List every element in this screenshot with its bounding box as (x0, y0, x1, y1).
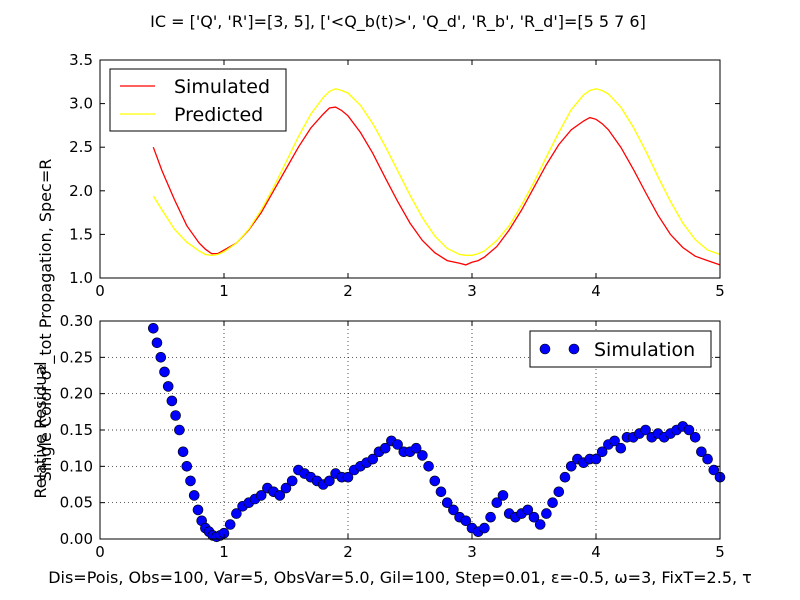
bottom-x-tick-label: 3 (467, 543, 477, 561)
top-x-tick-label: 3 (467, 282, 477, 300)
scatter-point (280, 482, 292, 494)
scatter-point (640, 424, 651, 436)
top-x-tick-label: 2 (343, 282, 353, 300)
footer-x-axis-label: Dis=Pois, Obs=100, Var=5, ObsVar=5.0, Gi… (48, 568, 752, 587)
scatter-point (188, 490, 200, 501)
scatter-point (324, 475, 335, 487)
scatter-point (410, 442, 422, 454)
scatter-point (596, 446, 608, 458)
bottom-x-tick-label: 1 (219, 543, 229, 561)
scatter-point (435, 486, 447, 498)
scatter-point (491, 497, 503, 509)
scatter-point (174, 424, 185, 436)
bottom-x-tick-label: 2 (343, 543, 353, 561)
legend-label-predicted: Predicted (174, 104, 263, 126)
bottom-y-tick-label: 0.30 (60, 312, 93, 330)
scatter-point (479, 522, 490, 534)
bottom-x-tick-label: 4 (591, 543, 601, 561)
scatter-point (553, 486, 565, 498)
bottom-y-tick-label: 0.20 (60, 385, 93, 403)
legend-label-simulated: Simulated (174, 76, 270, 98)
scatter-point (379, 442, 391, 454)
scatter-point (181, 460, 193, 472)
scatter-point (166, 395, 178, 407)
scatter-point (590, 453, 602, 465)
bottom-y-tick-label: 0.25 (60, 348, 93, 366)
scatter-point (417, 450, 428, 461)
top-y-tick-label: 2.0 (69, 182, 93, 200)
top-y-tick-label: 1.0 (69, 269, 93, 287)
scatter-point (159, 366, 170, 378)
bottom-x-tick-label: 5 (715, 543, 725, 561)
bottom-y-tick-label: 0.00 (60, 530, 93, 548)
bottom-scatter-chart: 0 1 2 3 4 5 0.00 0.05 0.10 0.15 0.20 0.25 0.30 Simul… (60, 312, 726, 561)
legend-label-simulation: Simulation (594, 339, 695, 361)
scatter-point (255, 490, 267, 501)
scatter-point (547, 497, 558, 509)
scatter-point (683, 424, 695, 436)
scatter-point (609, 435, 620, 447)
legend-marker-simulation-1 (539, 343, 551, 355)
scatter-point (497, 490, 509, 501)
scatter-point (559, 471, 571, 483)
bottom-y-tick-label: 0.05 (60, 494, 93, 512)
scatter-point (429, 475, 441, 487)
series-line-predicted (152, 88, 721, 256)
scatter-point (460, 515, 472, 527)
top-y-tick-label: 3.5 (69, 51, 93, 69)
top-x-tick-label: 5 (715, 282, 725, 300)
scatter-point (162, 381, 174, 392)
scatter-point (708, 464, 720, 476)
scatter-point (367, 453, 379, 465)
scatter-point (342, 471, 354, 483)
scatter-point (541, 508, 552, 519)
scatter-point (448, 504, 459, 516)
scatter-point (565, 460, 577, 472)
scatter-point (177, 446, 189, 458)
scatter-point (702, 453, 713, 465)
legend-marker-simulation-2 (568, 343, 580, 355)
scatter-point (441, 497, 453, 509)
scatter-point (192, 504, 204, 516)
scatter-point (224, 519, 236, 530)
scatter-point (151, 337, 163, 349)
scatter-point (148, 322, 159, 334)
top-y-tick-label: 2.5 (69, 138, 93, 156)
figure-title: IC = ['Q', 'R']=[3, 5], ['<Q_b(t)>', 'Q_… (150, 12, 646, 32)
scatter-point (528, 511, 540, 523)
bottom-legend: Simulation (529, 330, 712, 368)
scatter-point (392, 439, 403, 450)
scatter-point (231, 508, 242, 519)
scatter-point (274, 490, 286, 501)
scatter-point (170, 410, 181, 421)
top-line-chart: 0 1 2 3 4 5 1.0 1.5 2.0 2.5 3.0 3.5 Simulated Predi… (69, 51, 725, 300)
scatter-point (423, 460, 434, 472)
bottom-y-tick-label: 0.10 (60, 457, 93, 475)
top-x-tick-label: 1 (219, 282, 229, 300)
scatter-point (534, 519, 546, 530)
bottom-legend-box (529, 330, 712, 368)
bottom-x-tick-label: 0 (95, 543, 105, 561)
scatter-point (155, 351, 167, 363)
scatter-point (522, 504, 534, 516)
scatter-point (485, 511, 496, 523)
scatter-point (689, 431, 701, 443)
scatter-point (696, 446, 707, 458)
top-legend-box (109, 68, 287, 132)
scatter-point (615, 442, 627, 454)
bottom-y-axis-label: Relative Residual (31, 361, 50, 498)
top-x-tick-label: 4 (591, 282, 601, 300)
top-axes-frame (99, 59, 721, 279)
scatter-point (286, 475, 298, 487)
top-y-tick-label: 3.0 (69, 95, 93, 113)
top-y-tick-label: 1.5 (69, 225, 93, 243)
top-x-tick-label: 0 (95, 282, 105, 300)
scatter-point (185, 475, 196, 487)
top-legend: Simulated Predicted (109, 68, 287, 132)
bottom-y-tick-label: 0.15 (60, 421, 93, 439)
shared-y-axis-label: Single Color σ²_tot Propagation, Spec=R (36, 159, 56, 482)
